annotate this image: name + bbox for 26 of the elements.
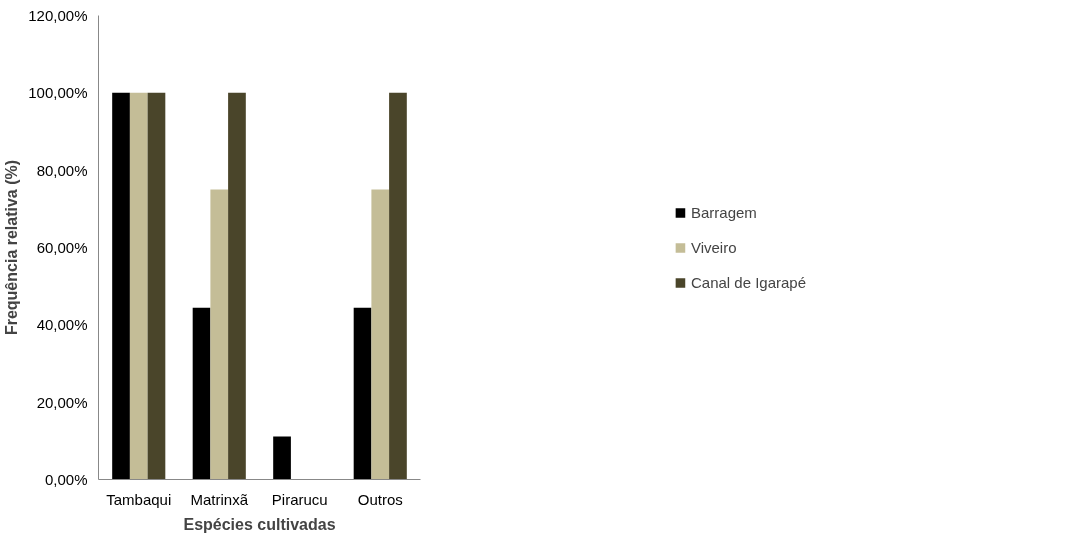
legend-label: Barragem: [690, 203, 757, 221]
y-tick-label: 20,00%: [36, 393, 88, 411]
bar: [353, 307, 372, 480]
y-tick-label: 80,00%: [36, 161, 88, 179]
x-tick-label: Outros: [357, 490, 403, 508]
x-axis-title: Espécies cultivadas: [183, 515, 336, 533]
bar: [112, 92, 130, 480]
y-tick-label: 40,00%: [36, 316, 88, 334]
y-tick-label: 0,00%: [44, 471, 88, 488]
x-tick-label: Pirarucu: [271, 490, 328, 508]
y-tick-label: 120,00%: [28, 7, 88, 24]
bar: [210, 189, 229, 480]
bar: [371, 189, 390, 480]
bar: [147, 92, 166, 480]
bar: [389, 92, 407, 480]
x-tick-label: Matrinxã: [190, 490, 249, 508]
bar: [129, 92, 148, 480]
bar: [273, 436, 291, 480]
bar: [192, 307, 211, 480]
y-tick-label: 60,00%: [36, 239, 88, 256]
y-tick-label: 100,00%: [28, 84, 88, 102]
legend-label: Viveiro: [690, 238, 737, 256]
legend-label: Canal de Igarapé: [690, 273, 807, 291]
y-axis-title: Frequência relativa (%): [3, 159, 21, 336]
x-tick-label: Tambaqui: [106, 490, 172, 508]
bar: [228, 92, 246, 480]
